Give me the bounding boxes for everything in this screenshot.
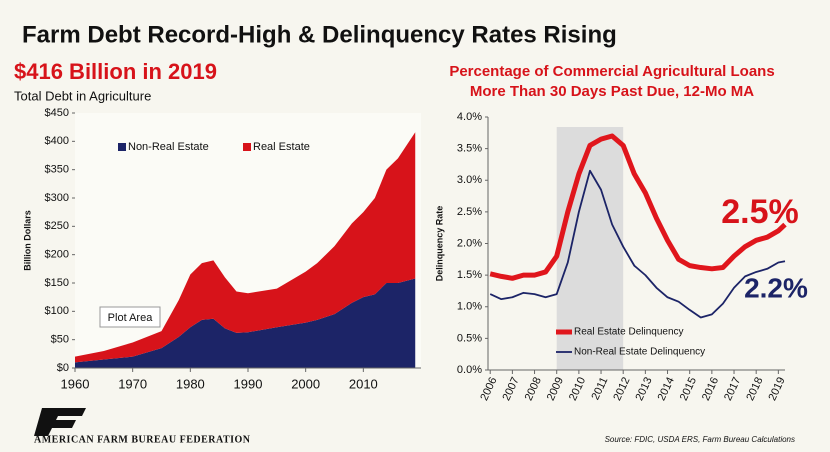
x-tick-label: 1960 [61, 376, 90, 391]
x-tick-label: 2006 [478, 375, 499, 402]
legend-label: Real Estate Delinquency [574, 327, 684, 338]
legend-swatch [118, 143, 126, 151]
x-tick-label: 2012 [611, 375, 632, 402]
line [489, 133, 787, 281]
area [75, 132, 416, 363]
y-tick-label: $50 [51, 334, 69, 346]
legend-label: Non-Real Estate [128, 141, 209, 153]
y-tick-label: $350 [45, 164, 69, 176]
logo [34, 408, 86, 436]
y-tick-label: 0.0% [457, 364, 482, 376]
x-tick-label: 2013 [633, 375, 654, 402]
x-tick-label: 2018 [744, 375, 765, 402]
y-tick-label: 1.0% [457, 301, 482, 313]
legend-label: Real Estate [253, 141, 310, 153]
y-tick-label: 3.0% [457, 174, 482, 186]
chart-title: More Than 30 Days Past Due, 12-Mo MA [470, 83, 754, 100]
y-tick-label: $150 [45, 277, 69, 289]
area [75, 278, 416, 368]
tooltip-box [99, 306, 161, 328]
x-tick-label: 2007 [501, 375, 522, 402]
page-title: Farm Debt Record-High & Delinquency Rate… [22, 21, 617, 48]
y-tick-label: $200 [45, 249, 69, 261]
legend-swatch [243, 143, 251, 151]
annotation: 2.5% [721, 193, 799, 231]
x-tick-label: 2019 [766, 375, 787, 402]
y-tick-label: 3.5% [457, 143, 482, 155]
y-tick-label: 1.5% [457, 269, 482, 281]
annotation: 2.2% [744, 272, 808, 303]
y-tick-label: $100 [45, 305, 69, 317]
x-tick-label: 2000 [291, 376, 320, 391]
x-tick-label: 2010 [349, 376, 378, 391]
y-tick-label: 0.5% [457, 332, 482, 344]
source: Source: FDIC, USDA ERS, Farm Bureau Calc… [605, 435, 795, 444]
y-tick-label: 2.5% [457, 206, 482, 218]
legend-label: Non-Real Estate Delinquency [574, 347, 705, 358]
y-tick-label: $450 [45, 107, 69, 119]
x-tick-label: 2011 [590, 375, 611, 402]
x-tick-label: 2015 [678, 375, 699, 402]
y-axis-label: Delinquency Rate [434, 206, 444, 282]
y-tick-label: 4.0% [457, 111, 482, 123]
tooltip: Plot Area [108, 312, 154, 324]
y-tick-label: $0 [57, 362, 69, 374]
y-tick-label: $300 [45, 192, 69, 204]
organization: AMERICAN FARM BUREAU FEDERATION [34, 434, 251, 445]
x-tick-label: 1980 [176, 376, 205, 391]
chart-subtitle: Total Debt in Agriculture [14, 88, 151, 103]
y-tick-label: $250 [45, 220, 69, 232]
x-tick-label: 1970 [118, 376, 147, 391]
y-tick-label: 2.0% [457, 237, 482, 249]
chart-title: $416 Billion in 2019 [14, 59, 217, 84]
line [489, 169, 786, 319]
x-tick-label: 2017 [722, 375, 743, 402]
y-axis-label: Billion Dollars [22, 210, 32, 271]
x-tick-label: 1990 [234, 376, 263, 391]
x-tick-label: 2016 [700, 375, 721, 402]
x-tick-label: 2014 [656, 375, 677, 402]
x-tick-label: 2009 [545, 375, 566, 402]
chart-title: Percentage of Commercial Agricultural Lo… [449, 63, 774, 80]
x-tick-label: 2010 [567, 375, 588, 402]
y-tick-label: $400 [45, 135, 69, 147]
x-tick-label: 2008 [523, 375, 544, 402]
